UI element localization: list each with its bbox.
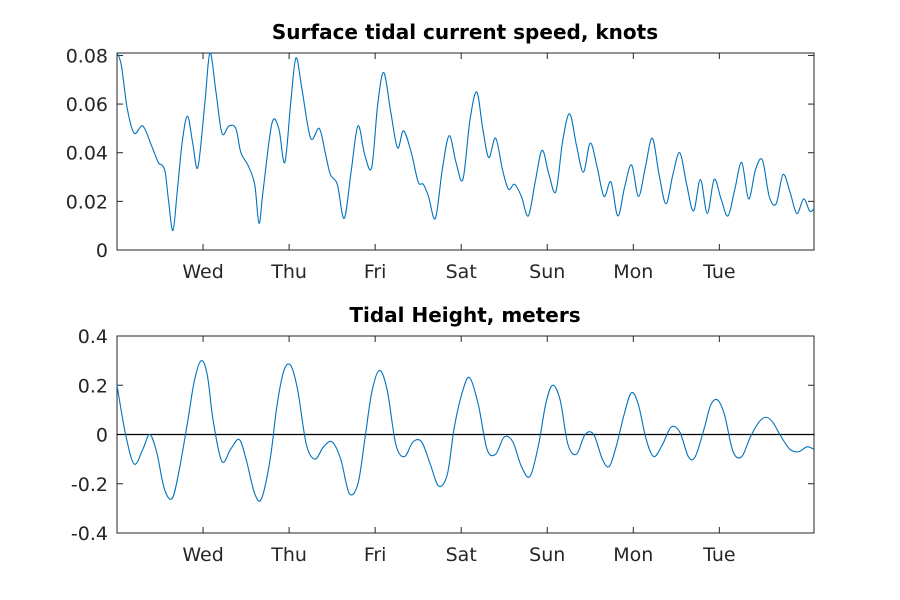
y-tick-label: -0.2 bbox=[71, 474, 108, 496]
tidal-height-chart: Tidal Height, meters -0.4 -0.2 0 0.2 0.4 Wed T… bbox=[71, 303, 815, 566]
tick-group: -0.4 -0.2 0 0.2 0.4 Wed Thu Fri Sat Sun Mon Tue bbox=[71, 326, 814, 566]
tick-group: 0 0.02 0.04 0.06 0.08 Wed Thu Fri Sat Sun Mon Tue bbox=[66, 45, 814, 283]
current-speed-chart: Surface tidal current speed, knots 0 0.02… bbox=[66, 20, 815, 283]
chart-title: Surface tidal current speed, knots bbox=[272, 20, 658, 44]
y-tick-label: 0 bbox=[96, 240, 108, 262]
x-tick-label: Tue bbox=[702, 261, 735, 283]
plot-area bbox=[116, 52, 815, 251]
y-tick-label: 0.2 bbox=[78, 375, 108, 397]
y-tick-label: 0.4 bbox=[78, 326, 108, 348]
x-tick-label: Thu bbox=[270, 544, 307, 566]
y-tick-label: -0.4 bbox=[71, 523, 108, 545]
series-group bbox=[116, 52, 815, 232]
series-line bbox=[116, 52, 815, 232]
x-tick-label: Thu bbox=[270, 261, 307, 283]
x-tick-label: Wed bbox=[182, 544, 223, 566]
x-tick-label: Fri bbox=[364, 261, 387, 283]
y-tick-label: 0.02 bbox=[66, 191, 108, 213]
x-tick-label: Tue bbox=[702, 544, 735, 566]
x-tick-label: Wed bbox=[182, 261, 223, 283]
x-tick-label: Fri bbox=[364, 544, 387, 566]
series-group bbox=[116, 360, 815, 502]
chart-title: Tidal Height, meters bbox=[349, 303, 580, 327]
y-tick-label: 0.06 bbox=[66, 94, 108, 116]
x-tick-label: Sat bbox=[446, 261, 477, 283]
y-tick-label: 0.08 bbox=[66, 45, 108, 67]
x-tick-label: Sat bbox=[446, 544, 477, 566]
x-tick-label: Sun bbox=[529, 544, 565, 566]
x-tick-label: Mon bbox=[613, 544, 653, 566]
y-tick-label: 0 bbox=[96, 425, 108, 447]
x-tick-label: Mon bbox=[613, 261, 653, 283]
x-tick-label: Sun bbox=[529, 261, 565, 283]
series-line bbox=[116, 360, 815, 502]
y-tick-label: 0.04 bbox=[66, 143, 108, 165]
